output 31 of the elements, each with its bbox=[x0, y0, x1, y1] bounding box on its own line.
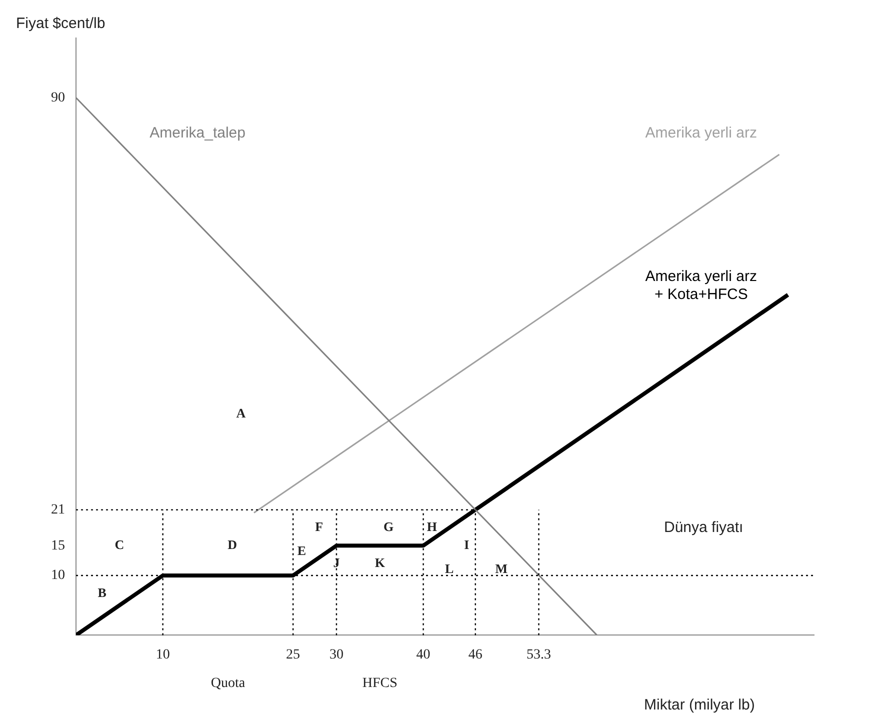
y-axis-title: Fiyat $cent/lb bbox=[16, 15, 106, 32]
x-tick-label: 53.3 bbox=[526, 647, 552, 662]
y-tick-label: 10 bbox=[51, 568, 65, 584]
annotation: I bbox=[464, 536, 470, 552]
series-label: Amerika yerli arz + Kota+HFCS bbox=[645, 268, 757, 304]
text: HFCS bbox=[362, 676, 398, 691]
series-label: Amerika_talep bbox=[150, 124, 246, 142]
y-tick-label: 90 bbox=[51, 90, 65, 106]
annotation: A bbox=[236, 406, 246, 421]
annotation: L bbox=[445, 560, 454, 576]
x-tick-label: 40 bbox=[416, 647, 430, 662]
text: Quota bbox=[210, 676, 246, 691]
annotation: F bbox=[315, 519, 324, 534]
x-axis-title: Miktar (milyar lb) bbox=[644, 696, 755, 714]
annotation: M bbox=[495, 560, 508, 576]
y-tick-label: 15 bbox=[51, 538, 65, 554]
ref-line-label: Dünya fiyatı bbox=[664, 519, 744, 536]
annotation: K bbox=[374, 554, 386, 570]
annotation: H bbox=[426, 519, 438, 534]
annotation: B bbox=[98, 584, 107, 600]
y-tick-label: 21 bbox=[51, 502, 65, 518]
annotation: G bbox=[384, 519, 394, 534]
series-label: Amerika yerli arz bbox=[645, 124, 757, 142]
x-tick-label: 46 bbox=[468, 647, 482, 662]
annotation: E bbox=[297, 542, 306, 558]
annotation: D bbox=[228, 536, 237, 552]
annotation: C bbox=[114, 536, 124, 552]
x-tick-label: 10 bbox=[156, 647, 170, 662]
annotation: J bbox=[333, 554, 340, 570]
x-tick-label: 30 bbox=[329, 647, 344, 662]
x-tick-label: 25 bbox=[286, 647, 300, 662]
